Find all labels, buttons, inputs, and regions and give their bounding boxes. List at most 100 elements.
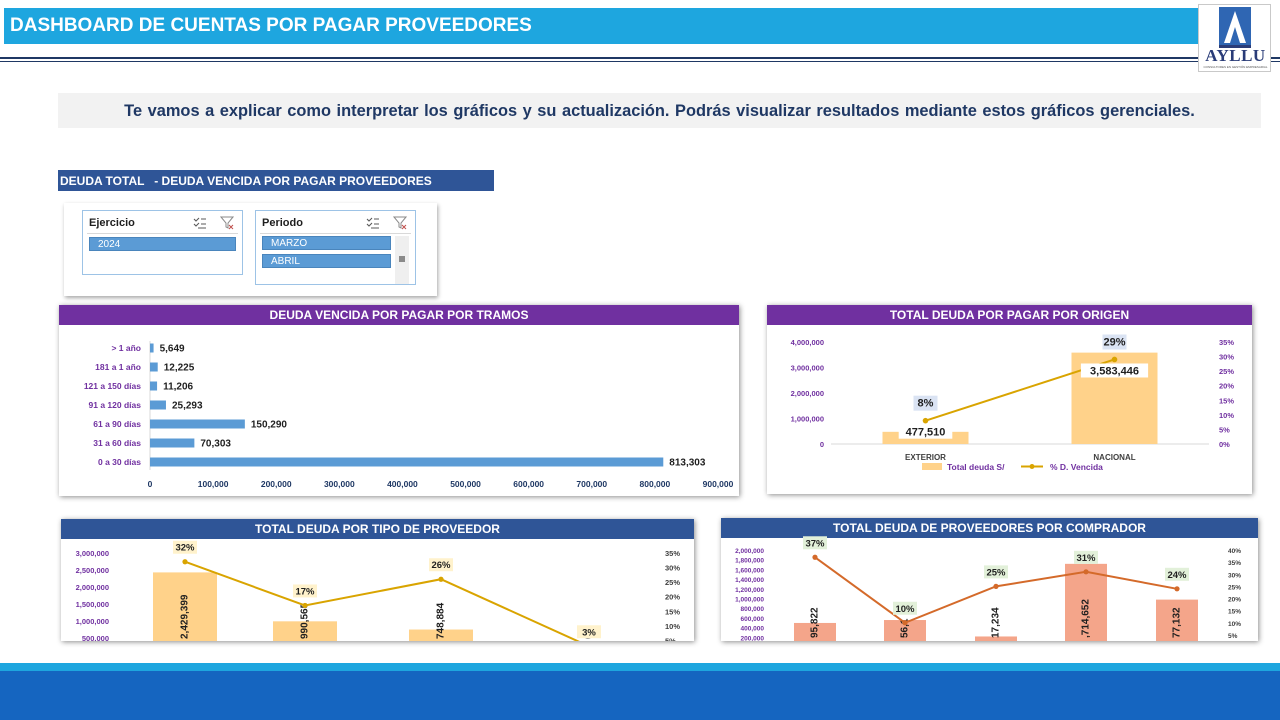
data-label: 77,132 (1172, 607, 1183, 638)
tick-label-y: 1,800,000 (735, 558, 764, 565)
bar (150, 419, 245, 429)
bar (409, 629, 473, 641)
tick-label-category: 31 a 60 días (93, 438, 141, 448)
bar (150, 400, 166, 410)
clear-filter-icon[interactable] (393, 216, 407, 230)
data-label-pct: 17% (295, 586, 315, 597)
logo-a-icon (1219, 7, 1251, 48)
tick-label-x: 700,000 (576, 479, 607, 489)
section-header: DEUDA TOTAL - DEUDA VENCIDA POR PAGAR PR… (58, 170, 494, 191)
logo-name: AYLLU (1205, 46, 1266, 65)
tick-label-y2: 30% (665, 564, 680, 573)
tick-label-y2: 15% (1219, 396, 1234, 405)
tick-label-y2: 20% (1228, 597, 1241, 604)
legend-label: % D. Vencida (1050, 462, 1103, 472)
data-label: 748,884 (436, 602, 447, 639)
chart-title: DEUDA VENCIDA POR PAGAR POR TRAMOS (59, 305, 739, 325)
data-label: ,714,652 (1081, 599, 1092, 638)
intro-text: Te vamos a explicar como interpretar los… (124, 102, 1195, 120)
tick-label-y2: 20% (665, 593, 680, 602)
data-label-box (913, 395, 938, 411)
slicer-periodo-label: Periodo (262, 217, 303, 229)
data-label-pct: 25% (986, 567, 1006, 578)
bar (150, 381, 158, 391)
slicer-periodo[interactable]: Periodo MARZO ABRIL (255, 210, 416, 285)
slicer-item-2024[interactable]: 2024 (89, 237, 236, 251)
bar (794, 622, 836, 641)
data-label-pct: 31% (1076, 553, 1096, 564)
data-label: 17,234 (991, 607, 1002, 638)
data-label-box (1074, 550, 1098, 564)
bar (273, 621, 337, 641)
data-label: 56,1 (900, 618, 911, 638)
slicer-scroll-thumb[interactable] (399, 256, 405, 262)
tick-label-y2: 10% (1219, 411, 1234, 420)
data-label-box (293, 584, 317, 598)
data-label: 2,429,399 (180, 594, 191, 639)
tick-label-y2: 20% (1219, 382, 1234, 391)
tick-label-y: 1,600,000 (735, 567, 764, 574)
slicer-item-abril[interactable]: ABRIL (262, 254, 391, 268)
data-label: 95,822 (810, 607, 821, 638)
tick-label-y: 400,000 (741, 626, 765, 633)
tick-label-y: 3,000,000 (76, 549, 109, 558)
tick-label-y2: 35% (665, 549, 680, 558)
data-label: 3,583,446 (1090, 365, 1139, 377)
tick-label-x: 800,000 (640, 479, 671, 489)
line-point (812, 554, 818, 560)
tick-label-x: 300,000 (324, 479, 355, 489)
slicer-panel: Ejercicio 2024 Periodo MARZO (64, 203, 437, 296)
slicer-divider (260, 233, 411, 234)
tick-label-y: 2,000,000 (76, 583, 109, 592)
data-label: 25,293 (172, 401, 203, 412)
tick-label-category: 181 a 1 año (95, 362, 141, 372)
data-label-box (1165, 567, 1189, 581)
chart-tipo-plot: 500,000 1,000,000 1,500,000 2,000,000 2,500,… (76, 540, 680, 641)
page-title: DASHBOARD DE CUENTAS POR PAGAR PROVEEDOR… (10, 15, 532, 36)
header-bar (4, 8, 1198, 44)
bar (1156, 599, 1198, 641)
legend-marker (1029, 464, 1035, 469)
data-label: 70,303 (200, 439, 231, 450)
clear-filter-icon[interactable] (220, 216, 234, 230)
data-label-box (429, 558, 453, 572)
data-label: 813,303 (669, 458, 706, 469)
data-label-pct: 8% (918, 398, 934, 410)
data-label-pct: 29% (1103, 336, 1125, 348)
data-label-box (577, 625, 601, 639)
tick-label-y: 3,000,000 (791, 364, 824, 373)
data-label-box (898, 424, 953, 439)
tick-label-y: 600,000 (741, 616, 765, 623)
tick-label-y2: 10% (1228, 621, 1241, 628)
data-label-box (1080, 363, 1149, 378)
tick-label-y: 1,000,000 (735, 597, 764, 604)
multi-select-icon[interactable] (193, 216, 207, 230)
slicer-scrollbar[interactable] (395, 236, 409, 284)
data-label-box (893, 601, 917, 615)
tick-label-category: 0 a 30 días (98, 457, 141, 467)
chart-title: TOTAL DEUDA DE PROVEEDORES POR COMPRADOR (721, 518, 1258, 538)
bar (1065, 563, 1107, 641)
footer-stripe (0, 663, 1280, 671)
line-point (182, 559, 188, 565)
data-label: 11,206 (163, 382, 193, 393)
slicer-item-marzo[interactable]: MARZO (262, 236, 391, 250)
chart-origen-plot: 0 1,000,000 2,000,000 3,000,000 4,000,000 0% 5… (791, 334, 1234, 472)
multi-select-icon[interactable] (366, 216, 380, 230)
tick-label-x: 900,000 (703, 479, 734, 489)
bar (150, 362, 158, 372)
slicer-ejercicio-label: Ejercicio (89, 217, 135, 229)
tick-label-y2: 5% (1219, 425, 1230, 434)
tick-label-category: EXTERIOR (905, 453, 946, 462)
chart-comprador-plot: 200,000 400,000 600,000 800,000 1,000,000 1,2… (735, 536, 1241, 641)
chart-deuda-comprador: TOTAL DEUDA DE PROVEEDORES POR COMPRADOR… (721, 518, 1258, 641)
tick-label-y2: 25% (1228, 584, 1241, 591)
header-divider (0, 57, 1280, 59)
data-label-box (984, 565, 1008, 579)
line-point (1083, 569, 1089, 575)
legend-label: Total deuda S/ (947, 462, 1005, 472)
chart-deuda-tipo: TOTAL DEUDA POR TIPO DE PROVEEDOR 500,00… (61, 519, 694, 641)
data-label-box (1102, 334, 1127, 350)
header-divider-thin (0, 61, 1280, 62)
slicer-ejercicio[interactable]: Ejercicio 2024 (82, 210, 243, 275)
